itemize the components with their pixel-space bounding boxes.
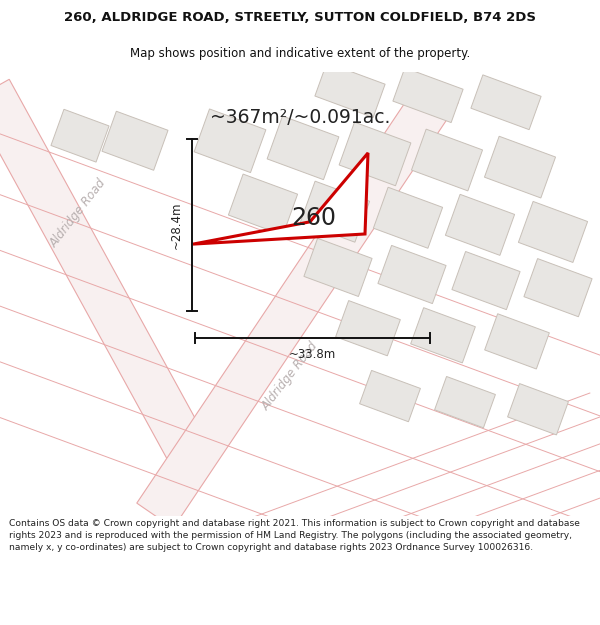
- Polygon shape: [315, 62, 385, 118]
- Polygon shape: [373, 188, 443, 248]
- Polygon shape: [0, 79, 209, 466]
- Polygon shape: [471, 75, 541, 129]
- Polygon shape: [518, 201, 587, 262]
- Polygon shape: [51, 109, 109, 162]
- Polygon shape: [485, 314, 550, 369]
- Polygon shape: [335, 301, 400, 356]
- Polygon shape: [137, 78, 458, 528]
- Text: 260: 260: [292, 206, 337, 230]
- Text: ~28.4m: ~28.4m: [170, 201, 182, 249]
- Polygon shape: [304, 238, 372, 296]
- Polygon shape: [102, 111, 168, 170]
- Polygon shape: [508, 384, 568, 435]
- Polygon shape: [484, 136, 556, 198]
- Polygon shape: [445, 194, 515, 256]
- Polygon shape: [193, 153, 368, 244]
- Text: ~367m²/~0.091ac.: ~367m²/~0.091ac.: [210, 108, 390, 127]
- Text: Aldridge Road: Aldridge Road: [47, 177, 109, 251]
- Text: Map shows position and indicative extent of the property.: Map shows position and indicative extent…: [130, 48, 470, 61]
- Polygon shape: [301, 181, 370, 243]
- Polygon shape: [194, 109, 266, 172]
- Text: Contains OS data © Crown copyright and database right 2021. This information is : Contains OS data © Crown copyright and d…: [9, 519, 580, 552]
- Polygon shape: [339, 122, 411, 186]
- Polygon shape: [229, 174, 298, 235]
- Polygon shape: [359, 371, 421, 422]
- Polygon shape: [410, 308, 475, 363]
- Polygon shape: [393, 68, 463, 122]
- Text: Aldridge Road: Aldridge Road: [259, 339, 320, 412]
- Text: ~33.8m: ~33.8m: [289, 348, 336, 361]
- Polygon shape: [378, 246, 446, 304]
- Polygon shape: [452, 251, 520, 309]
- Polygon shape: [267, 116, 339, 179]
- Text: 260, ALDRIDGE ROAD, STREETLY, SUTTON COLDFIELD, B74 2DS: 260, ALDRIDGE ROAD, STREETLY, SUTTON COL…: [64, 11, 536, 24]
- Polygon shape: [524, 259, 592, 317]
- Polygon shape: [434, 376, 496, 428]
- Polygon shape: [412, 129, 482, 191]
